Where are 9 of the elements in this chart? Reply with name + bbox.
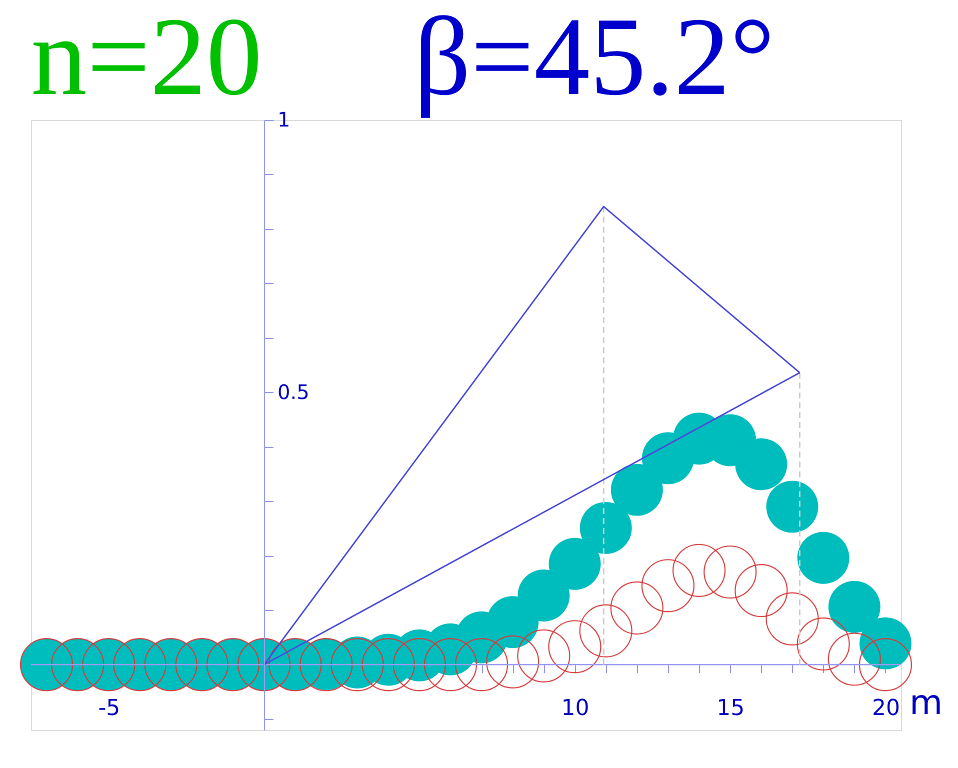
x-tick-label: 20 — [872, 696, 900, 722]
x-tick-label: -5 — [98, 696, 120, 722]
chart-subtitle: β=45.2° — [414, 0, 775, 119]
y-tick-label: 1 — [278, 108, 290, 132]
chart-title: n=20 — [31, 0, 262, 119]
x-tick-label: 10 — [561, 696, 590, 722]
x-axis-title: m — [910, 683, 943, 724]
x-tick-label: 15 — [716, 696, 745, 722]
y-tick-label: 0.5 — [278, 380, 310, 404]
